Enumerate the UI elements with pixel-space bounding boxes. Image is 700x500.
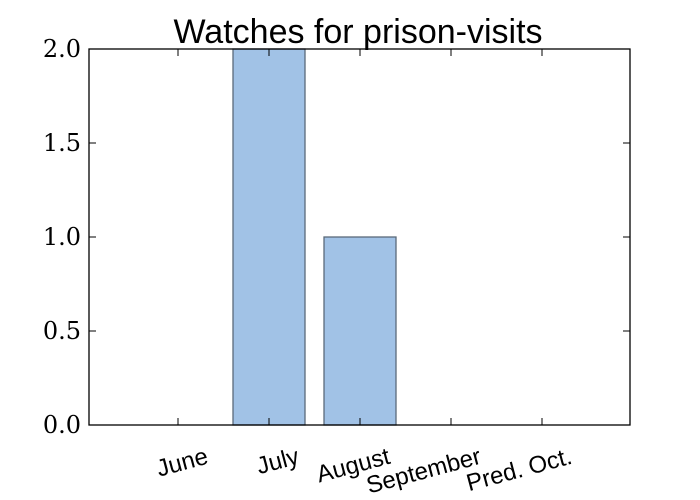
- bars-layer: [232, 48, 397, 426]
- y-tick-label: 0.0: [43, 411, 81, 439]
- x-tick-label: Pred. Oct.: [464, 443, 575, 497]
- y-tick-label: 1.5: [43, 129, 81, 157]
- y-tick-label: 1.0: [43, 223, 81, 251]
- x-tick-label: June: [154, 443, 211, 483]
- x-tick-label: July: [254, 443, 302, 480]
- chart-title: Watches for prison-visits: [173, 13, 542, 51]
- y-tick-label: 0.5: [43, 317, 81, 345]
- y-tick-label: 2.0: [43, 35, 81, 63]
- bar-july: [232, 48, 306, 426]
- y-axis: 0.0 0.5 1.0 1.5 2.0: [43, 35, 630, 439]
- bar-august: [323, 236, 397, 426]
